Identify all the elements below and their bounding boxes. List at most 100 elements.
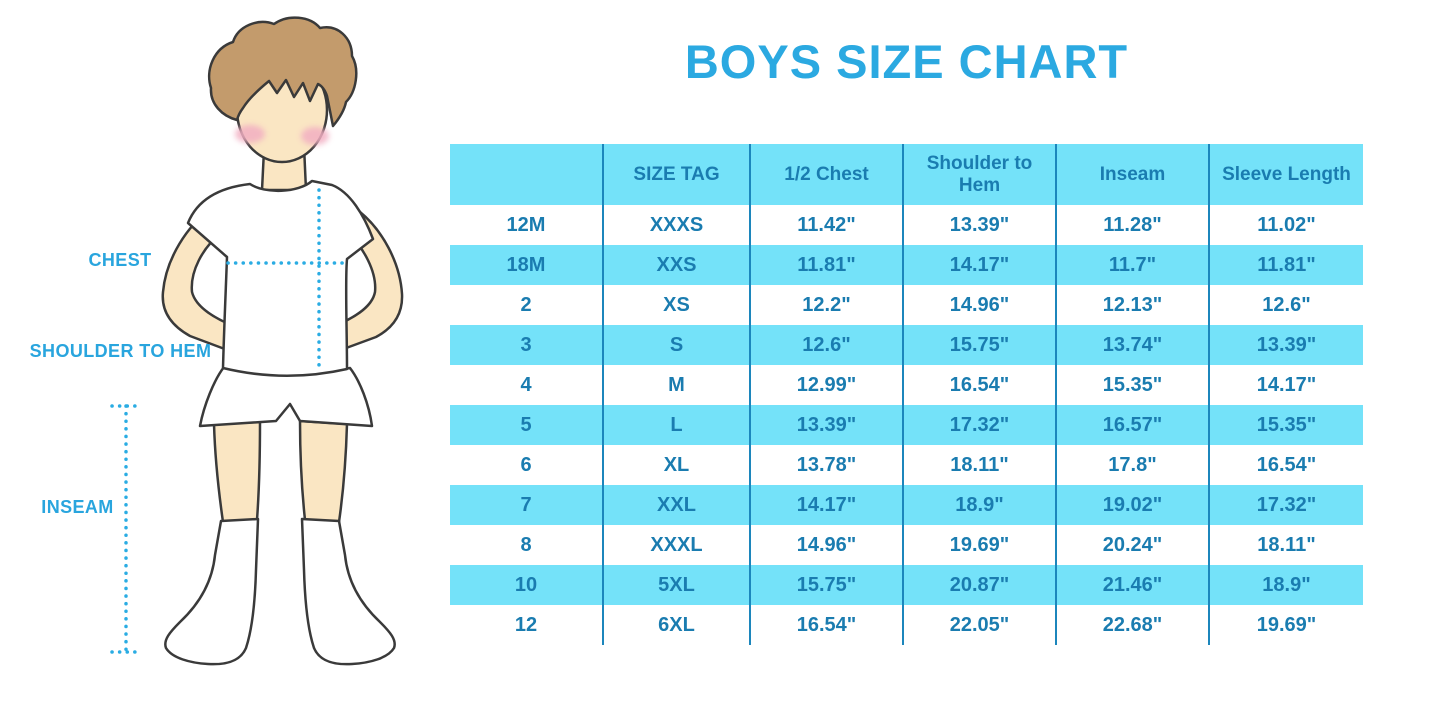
measurement-cell: 17.32"	[902, 405, 1056, 445]
measurement-cell: 11.7"	[1055, 245, 1209, 285]
table-header: SIZE TAG 1/2 Chest Shoulder to Hem Insea…	[450, 144, 1363, 205]
boy-figure-illustration	[110, 16, 404, 666]
table-row: 3 S 12.6" 15.75" 13.74" 13.39"	[450, 325, 1363, 365]
measurement-cell: 12.6"	[749, 325, 903, 365]
measurement-cell: 13.74"	[1055, 325, 1209, 365]
table-row: 5 L 13.39" 17.32" 16.57" 15.35"	[450, 405, 1363, 445]
header-row: SIZE TAG 1/2 Chest Shoulder to Hem Insea…	[450, 144, 1363, 205]
measurement-cell: 16.54"	[749, 605, 903, 645]
table-row: 10 5XL 15.75" 20.87" 21.46" 18.9"	[450, 565, 1363, 605]
header-cell-inseam: Inseam	[1055, 144, 1209, 205]
measurement-cell: 21.46"	[1055, 565, 1209, 605]
table-row: 7 XXL 14.17" 18.9" 19.02" 17.32"	[450, 485, 1363, 525]
header-cell-shoulder-to-hem: Shoulder to Hem	[902, 144, 1056, 205]
measurement-cell: 20.87"	[902, 565, 1056, 605]
size-cell: 6	[520, 453, 532, 476]
measurement-cell: 20.24"	[1055, 525, 1209, 565]
size-tag-cell: XXL	[602, 485, 750, 525]
size-tag-cell: XXS	[602, 245, 750, 285]
header-cell-sleeve-length: Sleeve Length	[1208, 144, 1363, 205]
measurement-cell: 11.28"	[1055, 205, 1209, 245]
measurement-cell: 15.35"	[1055, 365, 1209, 405]
header-cell-size-tag: SIZE TAG	[602, 144, 750, 205]
measurement-cell: 11.02"	[1208, 205, 1363, 245]
measurement-cell: 14.17"	[902, 245, 1056, 285]
table-row: 6 XL 13.78" 18.11" 17.8" 16.54"	[450, 445, 1363, 485]
boy-left-arm	[161, 208, 238, 353]
measurement-cell: 11.42"	[749, 205, 903, 245]
measurement-cell: 16.54"	[902, 365, 1056, 405]
size-cell: 12M	[506, 213, 546, 236]
measurement-cell: 18.9"	[1208, 565, 1363, 605]
measurement-cell: 15.75"	[902, 325, 1056, 365]
boy-right-leg	[298, 419, 349, 524]
boy-right-blush	[301, 127, 329, 145]
table-row: 12 6XL 16.54" 22.05" 22.68" 19.69"	[450, 605, 1363, 645]
measurement-cell: 14.17"	[749, 485, 903, 525]
size-tag-cell: 5XL	[602, 565, 750, 605]
measurement-cell: 12.99"	[749, 365, 903, 405]
size-tag-cell: XL	[602, 445, 750, 485]
measurement-cell: 14.17"	[1208, 365, 1363, 405]
measurement-cell: 17.8"	[1055, 445, 1209, 485]
boy-left-leg	[212, 420, 262, 524]
size-chart-table: SIZE TAG 1/2 Chest Shoulder to Hem Insea…	[450, 144, 1363, 645]
measurement-cell: 18.9"	[902, 485, 1056, 525]
measurement-cell: 15.35"	[1208, 405, 1363, 445]
boy-right-sock	[300, 517, 396, 666]
size-cell: 8	[520, 533, 532, 556]
measurement-cell: 19.69"	[1208, 605, 1363, 645]
size-cell: 5	[520, 413, 532, 436]
table-row: 2 XS 12.2" 14.96" 12.13" 12.6"	[450, 285, 1363, 325]
measurement-cell: 16.54"	[1208, 445, 1363, 485]
measurement-cell: 19.02"	[1055, 485, 1209, 525]
size-cell: 12	[514, 613, 538, 636]
table-row: 18M XXS 11.81" 14.17" 11.7" 11.81"	[450, 245, 1363, 285]
measurement-cell: 12.2"	[749, 285, 903, 325]
measurement-cell: 19.69"	[902, 525, 1056, 565]
size-cell: 4	[520, 373, 532, 396]
size-cell: 7	[520, 493, 532, 516]
measurement-cell: 12.6"	[1208, 285, 1363, 325]
page-title: BOYS SIZE CHART	[684, 35, 1129, 88]
size-cell: 18M	[506, 253, 546, 276]
measurement-cell: 18.11"	[1208, 525, 1363, 565]
measurement-cell: 15.75"	[749, 565, 903, 605]
inseam-label: INSEAM	[41, 497, 114, 517]
table-row: 8 XXXL 14.96" 19.69" 20.24" 18.11"	[450, 525, 1363, 565]
size-tag-cell: XXXL	[602, 525, 750, 565]
measurement-cell: 13.39"	[1208, 325, 1363, 365]
measurement-cell: 13.39"	[749, 405, 903, 445]
measurement-cell: 22.68"	[1055, 605, 1209, 645]
table-row: 12M XXXS 11.42" 13.39" 11.28" 11.02"	[450, 205, 1363, 245]
boy-left-blush	[235, 125, 265, 143]
size-tag-cell: XXXS	[602, 205, 750, 245]
measurement-cell: 16.57"	[1055, 405, 1209, 445]
header-cell-half-chest: 1/2 Chest	[749, 144, 903, 205]
boy-left-sock	[164, 517, 260, 666]
measurement-cell: 22.05"	[902, 605, 1056, 645]
size-tag-cell: S	[602, 325, 750, 365]
boy-tshirt	[186, 179, 375, 377]
measurement-cell: 18.11"	[902, 445, 1056, 485]
header-cell-blank	[450, 144, 603, 205]
size-tag-cell: L	[602, 405, 750, 445]
boy-figure: CHEST SHOULDER TO HEM INSEAM	[0, 0, 450, 723]
size-cell: 3	[520, 333, 532, 356]
table-row: 4 M 12.99" 16.54" 15.35" 14.17"	[450, 365, 1363, 405]
size-tag-cell: M	[602, 365, 750, 405]
chest-label: CHEST	[88, 250, 152, 270]
table-body: 12M XXXS 11.42" 13.39" 11.28" 11.02" 18M XXS 11…	[450, 205, 1363, 645]
measurement-cell: 11.81"	[749, 245, 903, 285]
boy-hair	[207, 16, 358, 128]
size-tag-cell: 6XL	[602, 605, 750, 645]
size-tag-cell: XS	[602, 285, 750, 325]
measurement-cell: 12.13"	[1055, 285, 1209, 325]
shoulder-to-hem-label: SHOULDER TO HEM	[29, 341, 212, 361]
measurement-cell: 17.32"	[1208, 485, 1363, 525]
measurement-cell: 13.78"	[749, 445, 903, 485]
size-cell: 10	[514, 573, 538, 596]
measurement-cell: 14.96"	[902, 285, 1056, 325]
measurement-cell: 13.39"	[902, 205, 1056, 245]
